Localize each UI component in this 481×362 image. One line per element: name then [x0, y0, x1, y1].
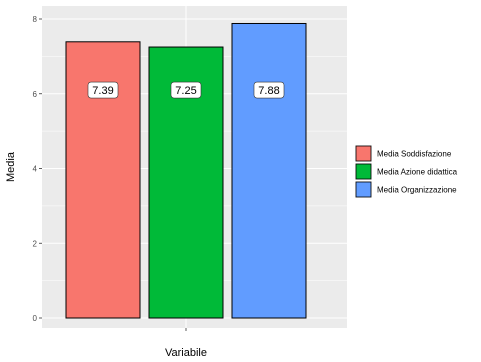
y-tick-label: 8	[33, 15, 38, 24]
axes: 0 2 4 6 8	[33, 15, 187, 331]
legend-swatch	[355, 163, 372, 180]
legend: Media Soddisfazione Media Azione didattic…	[355, 145, 458, 198]
data-label-box	[253, 81, 285, 99]
data-label: 7.88	[258, 85, 279, 97]
x-axis-title: Variabile	[165, 347, 207, 359]
y-axis-title: Media	[5, 151, 17, 182]
data-label: 7.25	[175, 85, 196, 97]
legend-label: Media Soddisfazione	[377, 150, 452, 159]
legend-label: Media Organizzazione	[377, 186, 457, 195]
y-tick-label: 2	[33, 239, 38, 248]
data-label-box	[170, 81, 202, 99]
bars	[65, 22, 307, 319]
y-tick-label: 0	[33, 314, 38, 323]
data-labels: 7.39 7.25 7.88	[87, 81, 285, 99]
legend-swatch	[355, 145, 372, 162]
legend-label: Media Azione didattica	[377, 168, 458, 177]
y-tick-label: 6	[33, 90, 38, 99]
data-label: 7.39	[92, 85, 113, 97]
data-label-box	[87, 81, 119, 99]
bar	[231, 22, 307, 319]
y-tick-label: 4	[33, 165, 38, 174]
legend-swatch	[355, 181, 372, 198]
